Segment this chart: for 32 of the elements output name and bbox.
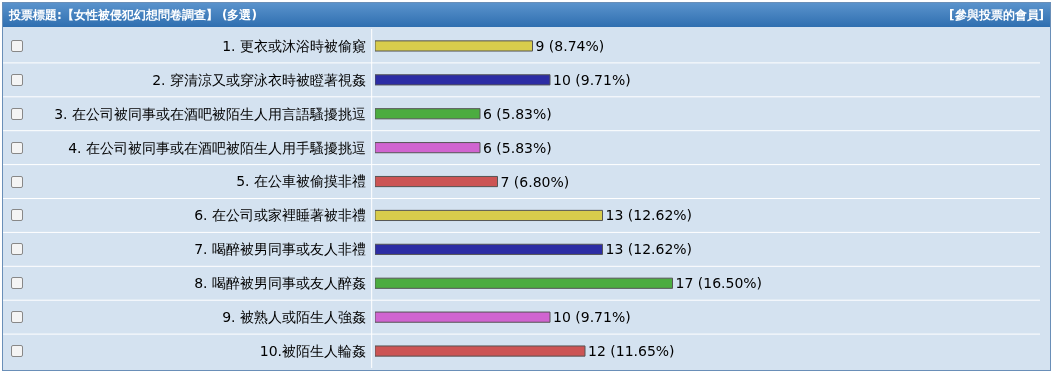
data-label: 7 (6.80%) (500, 173, 570, 190)
y-tick-label: 2. 穿清涼又或穿泳衣時被瞪著視姦 (152, 71, 366, 88)
data-label: 17 (16.50%) (675, 275, 763, 292)
y-tick-label: 8. 喝醉被男同事或友人醉姦 (194, 275, 366, 292)
data-label: 12 (11.65%) (588, 343, 675, 360)
y-tick-label: 9. 被熟人或陌生人強姦 (222, 309, 366, 326)
data-label: 6 (5.83%) (483, 139, 552, 156)
y-tick-label: 6. 在公司或家裡睡著被非禮 (194, 207, 366, 224)
bar (375, 175, 498, 188)
data-label: 10 (9.71%) (553, 309, 631, 326)
bar (375, 345, 586, 357)
text: 投票標題:【女性被侵犯幻想問卷調查】 (多選) (9, 7, 257, 24)
data-label: 10 (9.71%) (553, 71, 631, 88)
data-label: 13 (12.62%) (605, 241, 693, 258)
y-tick-label: 1. 更衣或沐浴時被偷窺 (222, 37, 366, 54)
data-label: 9 (8.74%) (535, 37, 605, 54)
y-tick-label: 7. 喝醉被男同事或友人非禮 (194, 241, 366, 258)
bar (375, 108, 481, 120)
bar (375, 243, 603, 255)
bar (375, 277, 673, 289)
bar (375, 209, 603, 222)
y-tick-label: 4. 在公司被同事或在酒吧被陌生人用手騷擾挑逗 (68, 139, 366, 156)
bar (375, 74, 551, 86)
y-tick-label: 3. 在公司被同事或在酒吧被陌生人用言語騷擾挑逗 (54, 105, 366, 122)
y-tick-label: 5. 在公車被偷摸非禮 (236, 173, 366, 190)
bar (375, 311, 551, 323)
y-tick-label: 10.被陌生人輪姦 (259, 342, 366, 359)
data-label: 13 (12.62%) (605, 207, 693, 224)
bar (375, 40, 533, 52)
text: [參與投票的會員] (949, 7, 1044, 24)
bar (375, 142, 481, 154)
data-label: 6 (5.83%) (483, 105, 552, 122)
